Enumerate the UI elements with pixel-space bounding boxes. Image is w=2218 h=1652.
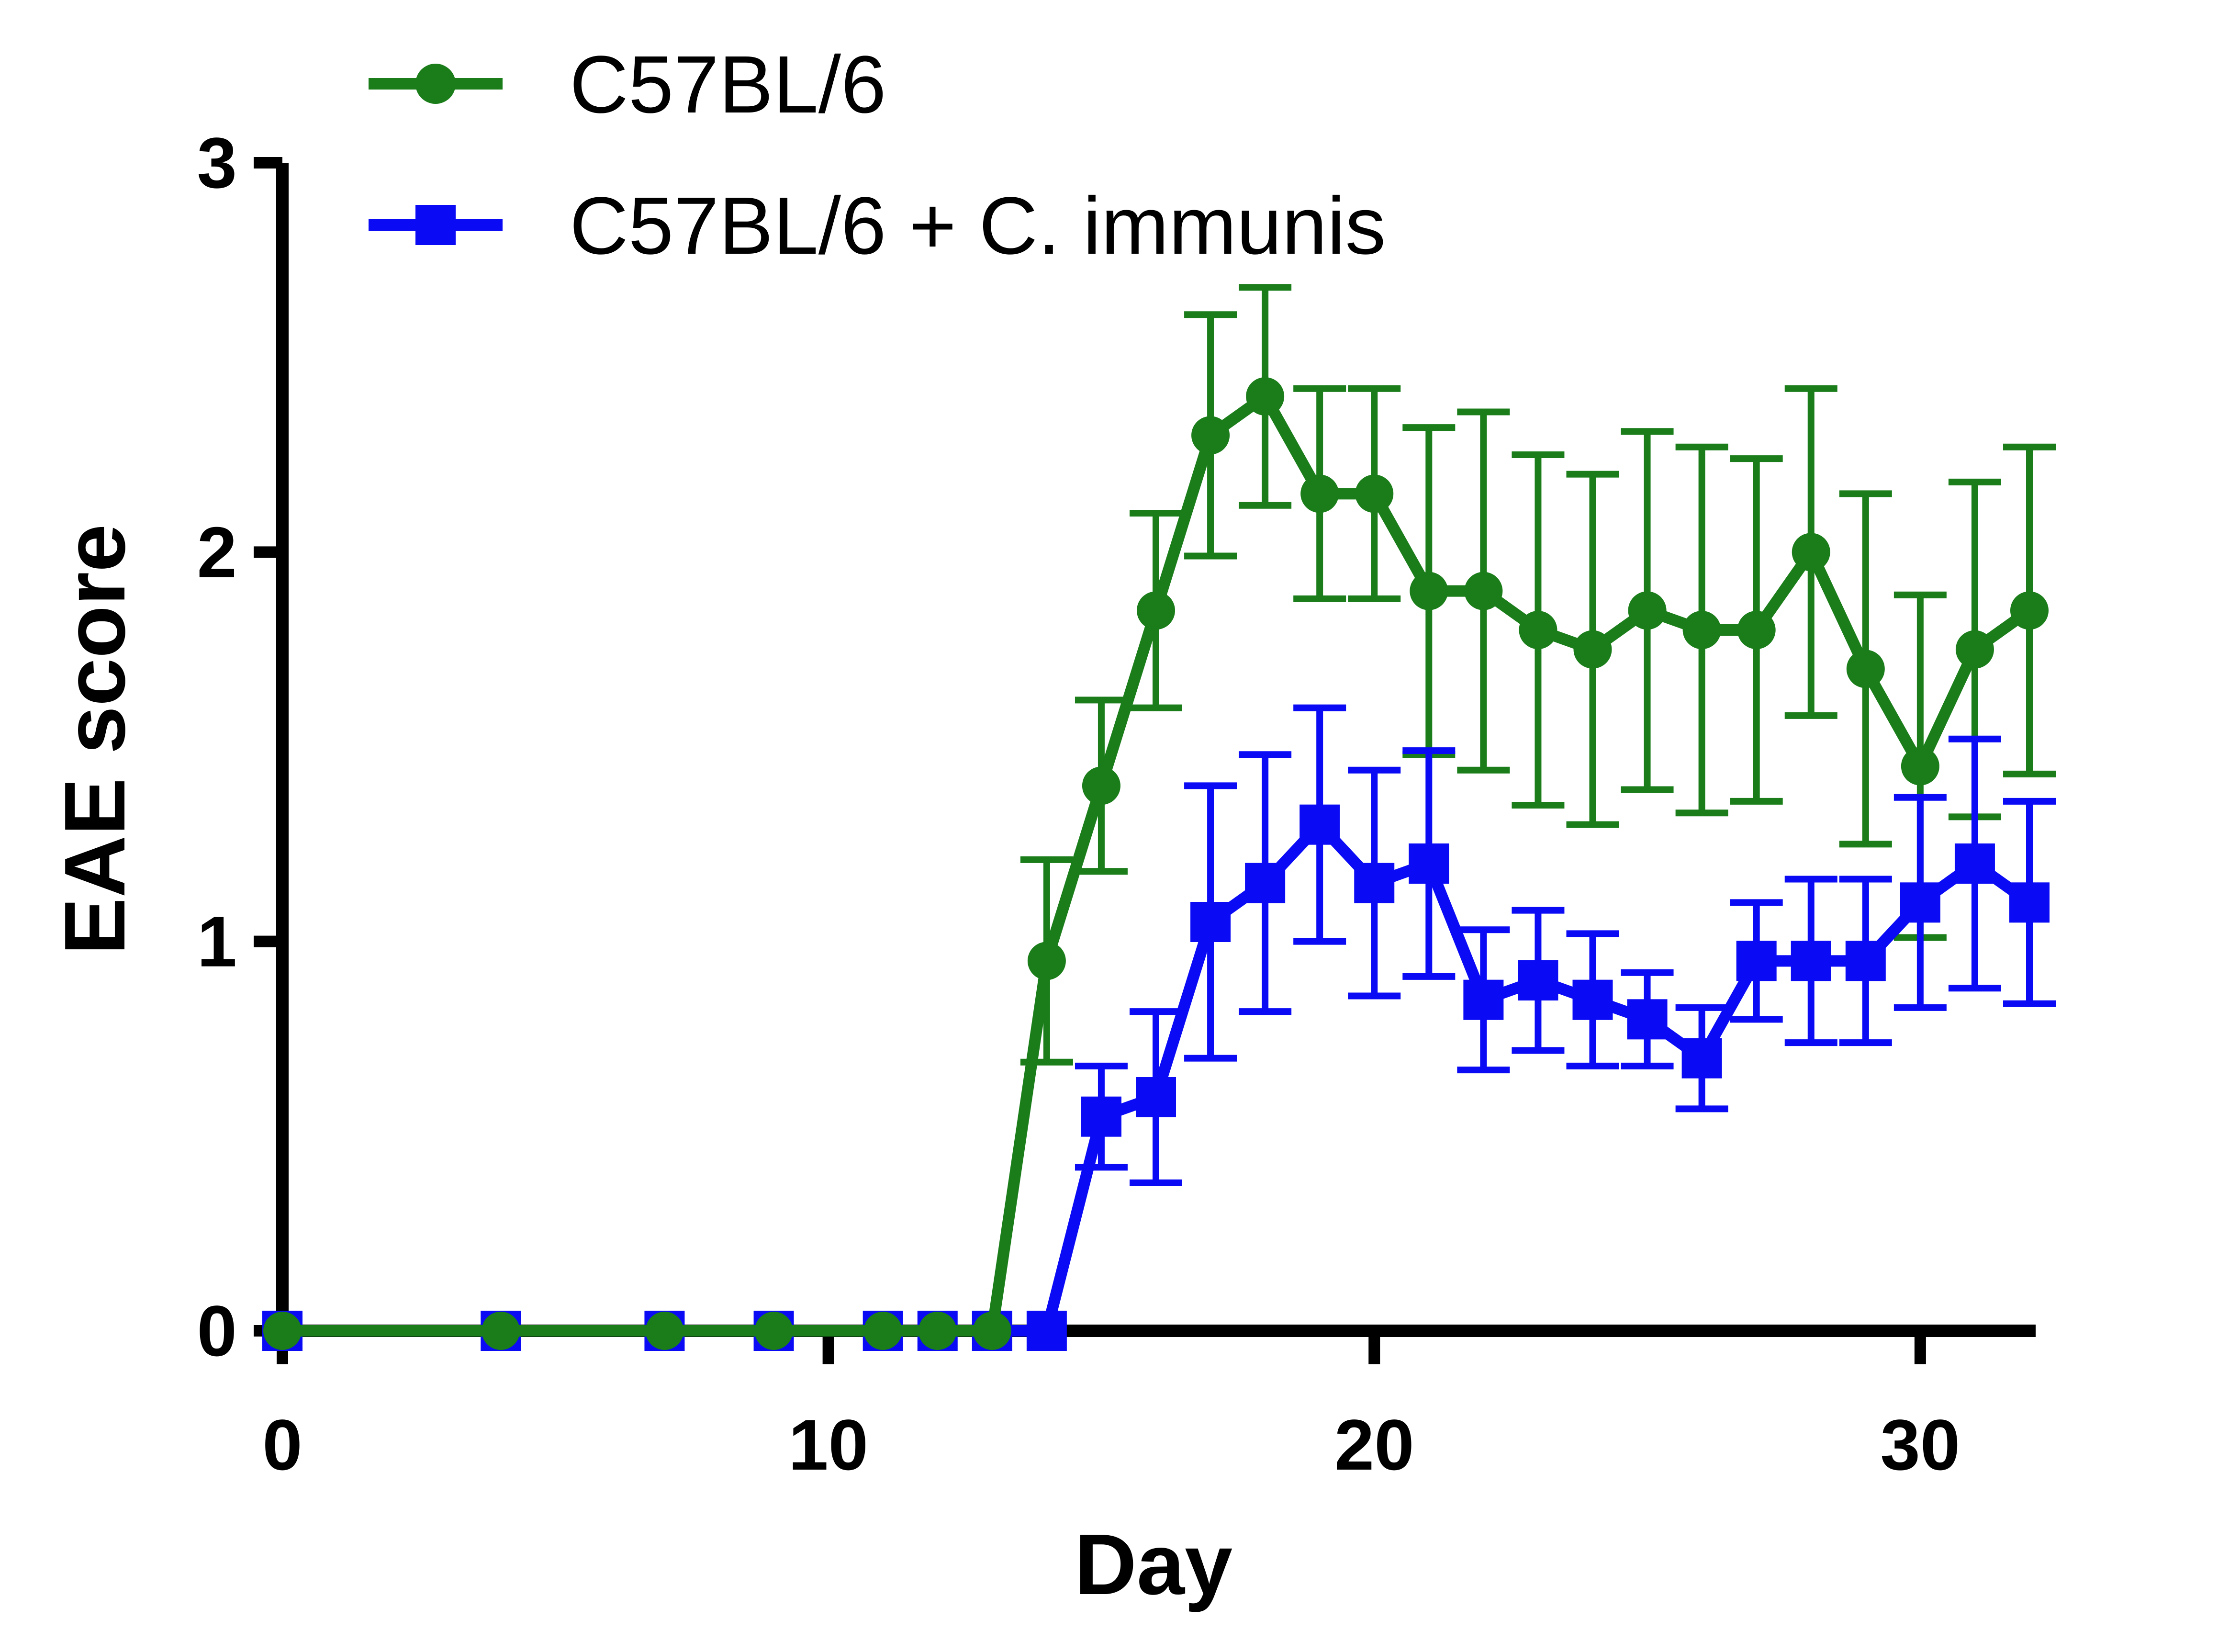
data-point [1681, 1038, 1722, 1079]
y-tick-label: 1 [197, 901, 237, 982]
data-point [1354, 863, 1395, 903]
data-point [1190, 902, 1231, 942]
legend-label: C57BL/6 [570, 39, 886, 130]
data-point [645, 1312, 684, 1350]
data-point [1082, 766, 1120, 805]
y-axis-title: EAE score [47, 524, 143, 955]
data-point [1792, 533, 1830, 572]
series-2-line-group [262, 804, 2050, 1351]
data-point [918, 1312, 957, 1350]
data-point [1245, 863, 1286, 903]
data-point [1901, 747, 1939, 786]
x-tick-label: 20 [1334, 1405, 1414, 1485]
x-tick-label: 10 [788, 1405, 868, 1485]
y-tick-label: 3 [197, 123, 237, 203]
legend-item-2: C57BL/6 + C. immunis [369, 180, 1386, 271]
data-point [1081, 1096, 1121, 1137]
data-point [1464, 572, 1503, 610]
data-point [1682, 611, 1721, 649]
data-point [1463, 979, 1504, 1020]
data-point [1299, 804, 1340, 845]
data-point [754, 1312, 793, 1350]
data-point [1300, 474, 1339, 513]
data-point [482, 1312, 520, 1350]
data-point [1409, 843, 1449, 884]
data-point [1954, 843, 1995, 884]
x-tick-label: 30 [1880, 1405, 1960, 1485]
data-point [1518, 960, 1558, 1000]
data-point [1628, 591, 1667, 630]
data-point [1627, 999, 1668, 1040]
data-point [2009, 882, 2050, 923]
data-point [1519, 611, 1557, 649]
legend-marker [415, 64, 456, 104]
y-tick-label: 2 [197, 512, 237, 592]
data-point [1355, 474, 1394, 513]
data-point [1137, 591, 1175, 630]
series-1-line-group [263, 377, 2049, 1350]
x-tick-label: 0 [262, 1405, 302, 1485]
series-layer [262, 284, 2056, 1351]
data-point [1136, 1077, 1176, 1117]
data-point [1791, 941, 1831, 981]
data-point [1846, 650, 1885, 688]
data-point [1900, 882, 1940, 923]
data-point [1736, 941, 1777, 981]
data-point [1573, 630, 1612, 669]
data-point [973, 1312, 1011, 1350]
legend-marker [415, 205, 456, 245]
data-point [1845, 941, 1886, 981]
legend-item-1: C57BL/6 [369, 39, 886, 130]
data-point [2010, 591, 2049, 630]
data-point [263, 1312, 302, 1350]
y-tick-label: 0 [197, 1291, 237, 1371]
data-point [1191, 416, 1230, 455]
data-point [1410, 572, 1448, 610]
data-point [1246, 377, 1285, 416]
data-point [1026, 1311, 1067, 1351]
legend: C57BL/6 C57BL/6 + C. immunis [369, 39, 1386, 271]
legend-label: C57BL/6 + C. immunis [570, 180, 1386, 271]
data-point [1737, 611, 1776, 649]
data-point [1955, 630, 1994, 669]
data-point [863, 1312, 902, 1350]
data-point [1027, 942, 1066, 980]
x-axis-title: Day [1075, 1517, 1232, 1613]
data-point [1572, 979, 1613, 1020]
